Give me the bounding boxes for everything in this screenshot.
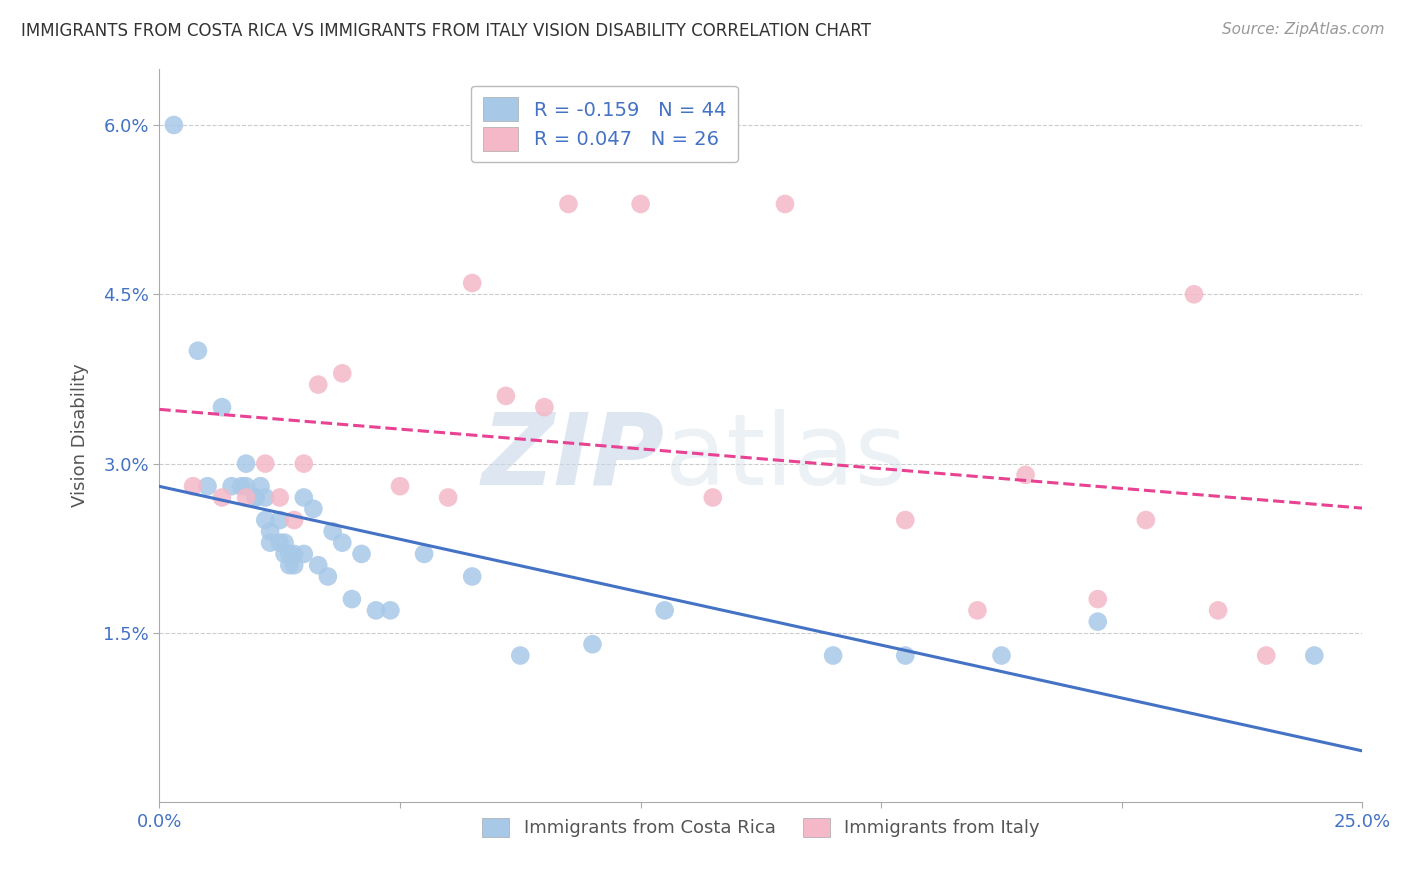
Point [254, 491, 277, 505]
Point [1014, 467, 1036, 482]
Point [533, 400, 555, 414]
Text: IMMIGRANTS FROM COSTA RICA VS IMMIGRANTS FROM ITALY VISION DISABILITY CORRELATIO: IMMIGRANTS FROM COSTA RICA VS IMMIGRANTS… [21, 22, 872, 40]
Point [307, 377, 329, 392]
Point [1303, 648, 1326, 663]
Point [245, 491, 267, 505]
Point [330, 535, 353, 549]
Point [278, 547, 301, 561]
Point [364, 603, 387, 617]
Text: atlas: atlas [665, 409, 907, 506]
Text: ZIP: ZIP [482, 409, 665, 506]
Point [283, 513, 305, 527]
Point [702, 491, 724, 505]
Point [302, 501, 325, 516]
Point [254, 457, 277, 471]
Point [823, 648, 845, 663]
Point [197, 479, 219, 493]
Point [273, 547, 295, 561]
Point [461, 569, 484, 583]
Point [340, 592, 363, 607]
Point [292, 491, 315, 505]
Point [211, 400, 233, 414]
Point [231, 479, 253, 493]
Point [316, 569, 339, 583]
Point [269, 535, 291, 549]
Point [966, 603, 988, 617]
Point [437, 491, 460, 505]
Point [269, 491, 291, 505]
Point [894, 513, 917, 527]
Point [269, 513, 291, 527]
Point [259, 524, 281, 539]
Point [389, 479, 412, 493]
Point [249, 479, 271, 493]
Point [259, 535, 281, 549]
Point [187, 343, 209, 358]
Point [235, 491, 257, 505]
Point [254, 513, 277, 527]
Point [1087, 615, 1109, 629]
Point [413, 547, 436, 561]
Point [1135, 513, 1157, 527]
Point [654, 603, 676, 617]
Point [1087, 592, 1109, 607]
Point [509, 648, 531, 663]
Point [894, 648, 917, 663]
Point [292, 457, 315, 471]
Y-axis label: Vision Disability: Vision Disability [72, 364, 89, 508]
Point [495, 389, 517, 403]
Point [283, 547, 305, 561]
Point [235, 479, 257, 493]
Point [273, 535, 295, 549]
Text: Source: ZipAtlas.com: Source: ZipAtlas.com [1222, 22, 1385, 37]
Point [221, 479, 243, 493]
Point [557, 197, 579, 211]
Point [235, 457, 257, 471]
Legend: Immigrants from Costa Rica, Immigrants from Italy: Immigrants from Costa Rica, Immigrants f… [475, 811, 1047, 845]
Point [330, 367, 353, 381]
Point [581, 637, 603, 651]
Point [990, 648, 1012, 663]
Point [773, 197, 796, 211]
Point [211, 491, 233, 505]
Point [461, 276, 484, 290]
Point [181, 479, 204, 493]
Point [283, 558, 305, 573]
Point [350, 547, 373, 561]
Point [380, 603, 402, 617]
Point [292, 547, 315, 561]
Point [278, 558, 301, 573]
Point [245, 491, 267, 505]
Point [630, 197, 652, 211]
Point [1182, 287, 1205, 301]
Point [322, 524, 344, 539]
Point [1206, 603, 1229, 617]
Point [163, 118, 186, 132]
Point [307, 558, 329, 573]
Point [1256, 648, 1278, 663]
